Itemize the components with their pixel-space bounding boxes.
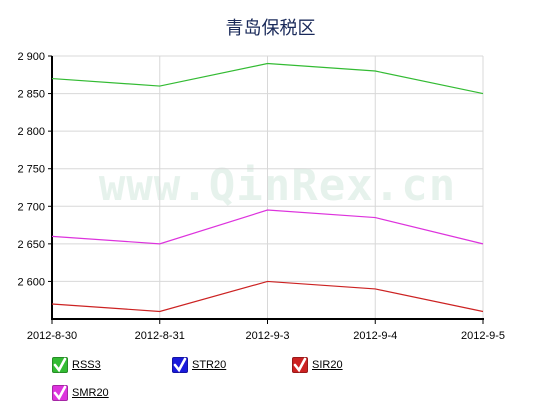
checkbox-icon[interactable] bbox=[292, 357, 308, 373]
legend-item-str20[interactable]: STR20 bbox=[172, 357, 226, 373]
legend-item-sir20[interactable]: SIR20 bbox=[292, 357, 343, 373]
y-tick-label: 2 900 bbox=[17, 51, 45, 63]
legend-label[interactable]: RSS3 bbox=[72, 359, 101, 371]
y-tick-label: 2 750 bbox=[17, 164, 45, 176]
x-tick-label: 2012-8-30 bbox=[27, 330, 77, 342]
series-line-sir20 bbox=[51, 280, 484, 313]
series-line-rss3 bbox=[51, 62, 484, 95]
checkbox-icon[interactable] bbox=[52, 357, 68, 373]
legend-label[interactable]: STR20 bbox=[192, 359, 227, 371]
y-tick-label: 2 700 bbox=[17, 201, 45, 213]
watermark: www.QinRex.cn bbox=[99, 160, 456, 211]
legend-label[interactable]: SMR20 bbox=[72, 387, 109, 399]
chart-title: 青岛保税区 bbox=[225, 18, 316, 39]
y-tick-label: 2 600 bbox=[17, 276, 45, 288]
x-tick-label: 2012-9-4 bbox=[353, 330, 397, 342]
checkbox-icon[interactable] bbox=[172, 357, 188, 373]
legend-item-smr20[interactable]: SMR20 bbox=[52, 385, 109, 401]
x-tick-label: 2012-8-31 bbox=[135, 330, 185, 342]
series-line-smr20 bbox=[51, 209, 484, 245]
x-tick-label: 2012-9-5 bbox=[461, 330, 505, 342]
checkbox-icon[interactable] bbox=[52, 385, 68, 401]
y-tick-label: 2 800 bbox=[17, 126, 45, 138]
y-tick-label: 2 650 bbox=[17, 239, 45, 251]
legend-label[interactable]: SIR20 bbox=[312, 359, 343, 371]
y-tick-label: 2 850 bbox=[17, 89, 45, 101]
legend-item-rss3[interactable]: RSS3 bbox=[52, 357, 101, 373]
x-tick-label: 2012-9-3 bbox=[245, 330, 289, 342]
